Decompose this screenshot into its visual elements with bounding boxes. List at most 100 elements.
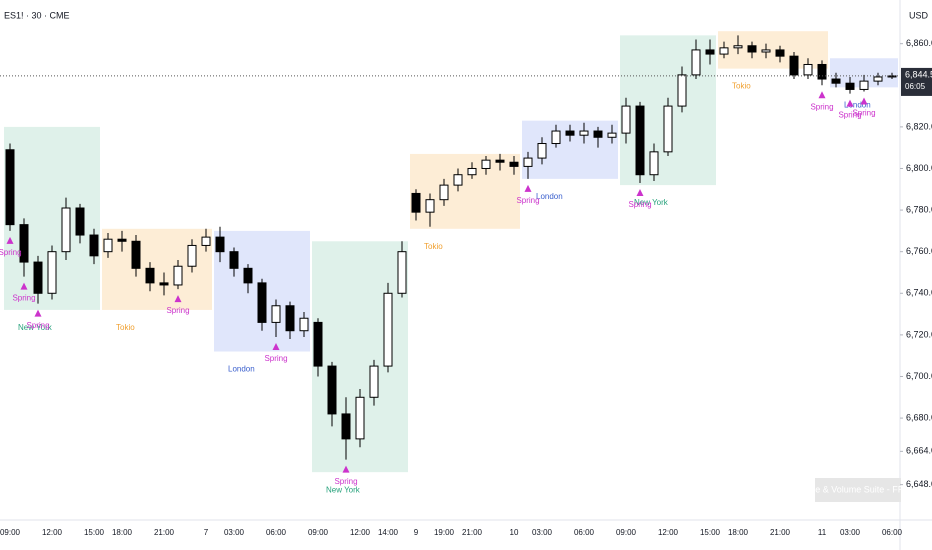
signal-marker	[818, 91, 826, 99]
candle-body	[187, 244, 197, 267]
candle-body	[677, 74, 687, 107]
candle-body	[61, 207, 71, 253]
candle-body	[103, 238, 113, 253]
signal-label: Spring	[516, 196, 539, 205]
session-label: Tokio	[424, 242, 443, 251]
candle-body	[131, 240, 141, 269]
x-tick-label: 21:00	[154, 528, 175, 537]
candle-body	[789, 55, 799, 76]
signal-marker	[846, 99, 854, 107]
candle-body	[19, 224, 29, 263]
candle-body	[607, 132, 617, 138]
x-tick-label: 7	[204, 528, 209, 537]
signal-marker	[6, 236, 14, 244]
candle-body	[733, 45, 743, 49]
y-tick-label: 6,648.0	[906, 479, 932, 489]
candle-body	[635, 105, 645, 176]
x-tick-label: 12:00	[658, 528, 679, 537]
y-tick-label: 6,800.0	[906, 163, 932, 173]
signal-label: Spring	[26, 321, 49, 330]
candle-body	[355, 396, 365, 440]
x-tick-label: 21:00	[462, 528, 483, 537]
y-tick-label: 6,740.0	[906, 288, 932, 298]
candle-body	[313, 321, 323, 367]
session-label: New York	[634, 198, 669, 207]
session-label: Tokio	[732, 82, 751, 91]
y-tick-label: 6,700.0	[906, 371, 932, 381]
candle-body	[705, 49, 715, 55]
x-tick-label: 12:00	[42, 528, 63, 537]
x-tick-label: 03:00	[532, 528, 553, 537]
candle-body	[271, 305, 281, 323]
session-box	[410, 153, 520, 229]
x-tick-label: 18:00	[728, 528, 749, 537]
candle-body	[145, 267, 155, 284]
y-tick-label: 6,720.0	[906, 329, 932, 339]
candle-body	[859, 80, 869, 90]
session-label: New York	[326, 485, 361, 494]
x-tick-label: 19:00	[434, 528, 455, 537]
signal-marker	[636, 189, 644, 197]
candle-body	[299, 317, 309, 332]
y-tick-label: 6,780.0	[906, 204, 932, 214]
signal-marker	[860, 97, 868, 105]
x-tick-label: 10	[510, 528, 519, 537]
candle-body	[453, 174, 463, 186]
last-price-box	[901, 67, 932, 96]
candle-body	[341, 413, 351, 440]
candle-body	[691, 49, 701, 76]
x-tick-label: 09:00	[616, 528, 637, 537]
candles	[5, 35, 897, 460]
x-tick-label: 9	[414, 528, 419, 537]
x-tick-label: 09:00	[0, 528, 21, 537]
currency: USD	[909, 10, 929, 20]
candle-body	[845, 82, 855, 90]
signal-marker	[20, 282, 28, 290]
chart-title: ES1! · 30 · CME	[4, 10, 70, 20]
candle-body	[537, 143, 547, 159]
candle-body	[593, 130, 603, 138]
x-tick-label: 14:00	[378, 528, 399, 537]
x-tick-label: 15:00	[700, 528, 721, 537]
candle-body	[47, 251, 57, 294]
signal-label: Spring	[628, 200, 651, 209]
candle-body	[75, 207, 85, 236]
signal-label: Spring	[166, 306, 189, 315]
candle-body	[5, 149, 15, 226]
y-tick-label: 6,820.0	[906, 121, 932, 131]
x-tick-label: 12:00	[350, 528, 371, 537]
candle-body	[257, 282, 267, 323]
candle-body	[411, 192, 421, 213]
candle-body	[523, 157, 533, 167]
y-tick-label: 6,760.0	[906, 246, 932, 256]
session-label: London	[228, 365, 255, 374]
candle-body	[425, 199, 435, 213]
candle-body	[831, 78, 841, 84]
session-label: Tokio	[116, 323, 135, 332]
countdown: 06:05	[905, 82, 926, 91]
session-box	[102, 228, 212, 310]
x-tick-label: 15:00	[84, 528, 105, 537]
candle-body	[873, 76, 883, 82]
candle-body	[551, 130, 561, 145]
candle-body	[285, 305, 295, 332]
x-tick-label: 21:00	[770, 528, 791, 537]
candle-body	[33, 261, 43, 294]
signal-marker	[174, 295, 182, 303]
last-price-label: 6,844.5	[905, 69, 932, 79]
candle-body	[229, 251, 239, 269]
candle-body	[117, 238, 127, 242]
candle-body	[719, 47, 729, 55]
y-tick-label: 6,680.0	[906, 412, 932, 422]
candle-body	[565, 130, 575, 136]
candle-body	[495, 159, 505, 163]
x-tick-label: 09:00	[308, 528, 329, 537]
session-label: London	[844, 100, 871, 109]
candle-body	[327, 365, 337, 415]
candle-body	[89, 234, 99, 257]
candle-body	[649, 151, 659, 176]
candle-body	[775, 49, 785, 57]
watermark: Price & Volume Suite - FREE	[800, 484, 917, 494]
signal-label: Spring	[852, 109, 875, 118]
labels: New York Tokio London New York Tokio London Ne…	[0, 82, 876, 495]
